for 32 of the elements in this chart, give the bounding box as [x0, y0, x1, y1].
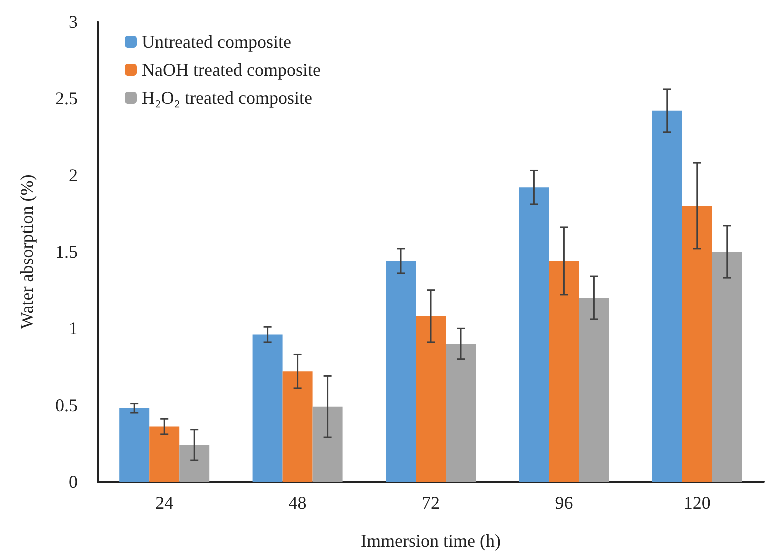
bar	[312, 406, 343, 482]
y-tick-label: 3	[69, 12, 78, 32]
bar	[120, 408, 150, 482]
y-tick-label: 1	[69, 318, 78, 339]
y-axis-title: Water absorption (%)	[17, 174, 37, 330]
legend-label: NaOH treated composite	[142, 60, 321, 80]
bar	[180, 445, 210, 482]
bar	[386, 261, 416, 482]
x-axis-title: Immersion time (h)	[361, 531, 501, 551]
bar	[549, 261, 580, 482]
x-tick-label: 24	[156, 493, 174, 513]
bar	[652, 110, 682, 482]
bar	[579, 298, 610, 482]
bar	[519, 188, 550, 482]
x-tick-label: 72	[422, 493, 440, 513]
y-tick-label: 0	[69, 472, 78, 492]
bar	[446, 344, 476, 482]
bar	[252, 334, 283, 482]
bar	[150, 426, 180, 482]
bar	[682, 206, 712, 482]
legend-label: Untreated composite	[142, 32, 292, 52]
x-tick-label: 96	[555, 493, 574, 513]
y-tick-label: 2	[69, 165, 78, 186]
x-tick-label: 48	[288, 493, 307, 513]
y-tick-label: 1.5	[56, 242, 78, 262]
legend-label: H₂O₂ treated composite	[142, 88, 313, 108]
x-tick-label: 120	[684, 493, 711, 513]
bar	[416, 316, 446, 482]
y-tick-label: 2.5	[56, 88, 78, 109]
y-tick-label: 0.5	[56, 395, 78, 416]
bar	[712, 252, 742, 482]
bar	[282, 372, 313, 482]
